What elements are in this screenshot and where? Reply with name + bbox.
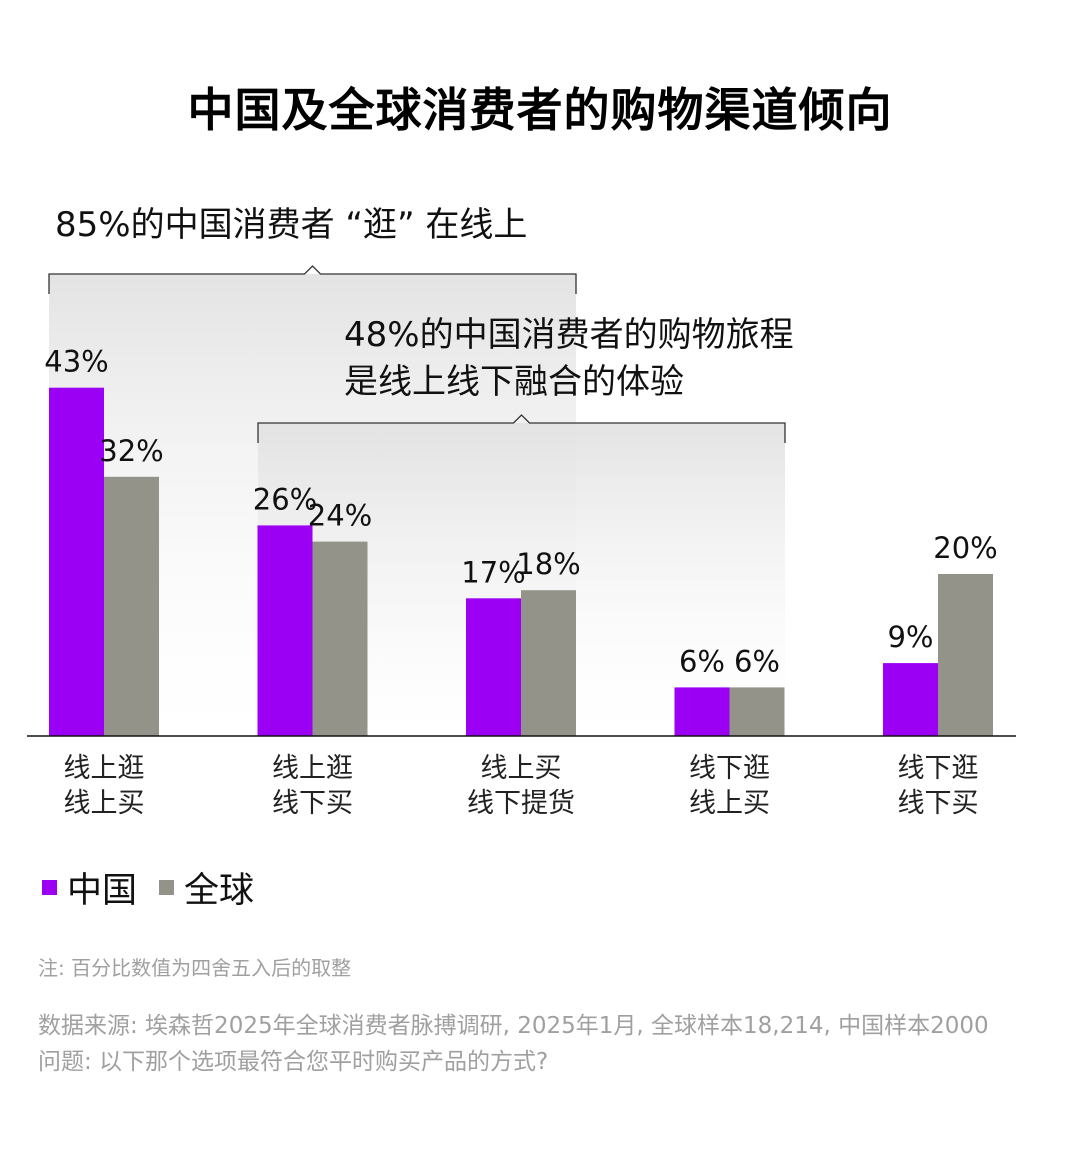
bar-china-0 [49,387,104,736]
data-label-global-4: 20% [933,531,997,565]
bar-global-1 [312,541,368,736]
chart-title: 中国及全球消费者的购物渠道倾向 [187,83,893,137]
bar-chart: 43%32%26%24%17%18%6% 6%9%20% 线上逛线上买线上逛线下买… [27,205,1016,819]
legend-item-global: 全球 [159,862,254,913]
legend-label-global: 全球 [184,871,255,911]
source-line: 数据来源: 埃森哲2025年全球消费者脉搏调研, 2025年1月, 全球样本18… [38,1013,989,1039]
bar-global-0 [104,476,159,736]
legend-label-china: 中国 [67,871,138,911]
category-label-0-0: 线上逛 [64,753,145,784]
bar-china-4 [883,663,938,736]
category-label-0-1: 线上买 [64,788,145,819]
legend-item-china: 中国 [42,862,137,913]
category-label-1-0: 线上逛 [272,753,353,784]
annotation-omni-line1: 48%的中国消费者的购物旅程 [344,315,794,355]
data-label-china-1: 26% [253,482,317,516]
annotation-omni-line2: 是线上线下融合的体验 [344,362,684,402]
category-label-3-0: 线下逛 [689,753,770,784]
data-label-global-3: 6% [734,644,780,678]
category-label-2-0: 线上买 [481,753,562,784]
bar-china-1 [257,525,313,736]
legend-swatch-china [42,880,57,895]
bar-global-4 [938,574,993,736]
bar-china-2 [466,598,521,736]
data-label-china-4: 9% [887,620,933,654]
bar-global-3 [729,687,785,736]
data-label-global-2: 18% [516,547,580,581]
footnote: 注: 百分比数值为四舍五入后的取整 [38,956,352,980]
category-label-4-0: 线下逛 [898,753,979,784]
bar-china-3 [674,687,730,736]
omni-channel-bracket [257,414,786,443]
data-label-china-2: 17% [461,555,525,589]
category-label-3-1: 线上买 [689,788,770,819]
category-label-2-1: 线下提货 [467,788,575,819]
category-label-4-1: 线下买 [898,788,979,819]
data-label-global-0: 32% [99,434,163,468]
data-label-china-0: 43% [44,345,108,379]
category-label-1-1: 线下买 [272,788,353,819]
legend: 中国 全球 [42,862,276,913]
bar-global-2 [521,590,576,736]
legend-swatch-global [159,880,175,895]
data-label-global-1: 24% [308,499,372,533]
question-line: 问题: 以下那个选项最符合您平时购买产品的方式? [38,1049,549,1075]
online-browse-bracket [48,265,577,294]
data-label-china-3: 6% [679,644,725,678]
annotation-online-browse: 85%的中国消费者 “逛” 在线上 [55,205,527,245]
source-block: 数据来源: 埃森哲2025年全球消费者脉搏调研, 2025年1月, 全球样本18… [38,1008,1068,1080]
